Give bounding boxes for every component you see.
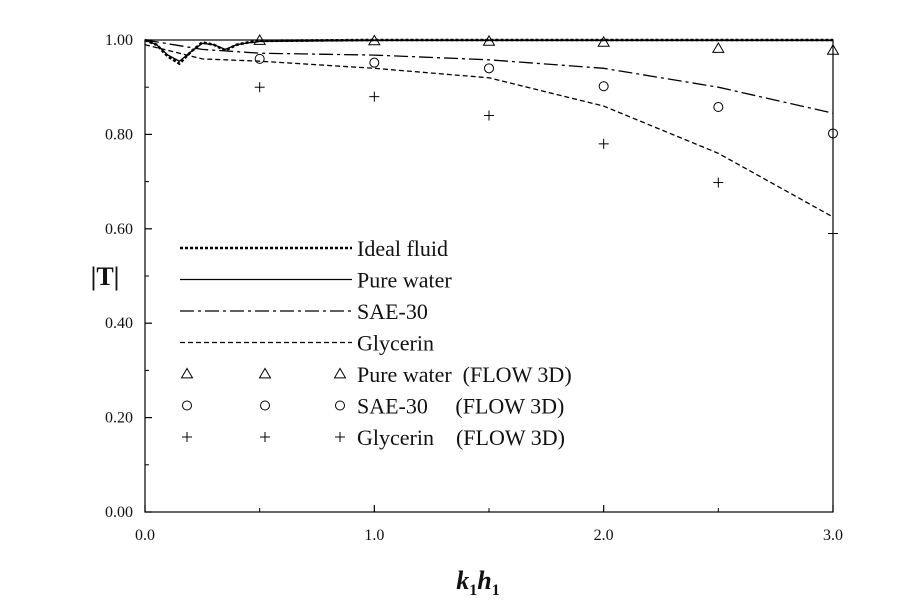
- x-axis-label-k: k: [456, 566, 469, 595]
- legend-marker-sample: [182, 432, 192, 442]
- legend-marker-sample: [335, 400, 345, 411]
- y-tick-label: 0.00: [105, 504, 133, 521]
- x-axis-label-k-sub: 1: [469, 582, 477, 599]
- flow3d-point-pure-water: [482, 34, 496, 46]
- y-tick-label: 0.60: [105, 221, 133, 238]
- series-layer: [144, 38, 834, 218]
- x-tick-label: 2.0: [594, 527, 614, 544]
- x-tick-label: 1.0: [364, 527, 384, 544]
- legend-label: SAE-30: [357, 299, 428, 324]
- flow3d-point-sae-30: [713, 102, 724, 113]
- series-line-glycerin: [144, 44, 834, 218]
- flow3d-point-sae-30: [484, 63, 494, 74]
- flow3d-point-pure-water: [253, 33, 267, 45]
- legend-marker-sample: [260, 400, 270, 411]
- flow3d-point-pure-water: [597, 35, 611, 47]
- series-line-sae-30: [144, 39, 834, 114]
- flow3d-point-glycerin: [598, 138, 609, 149]
- y-tick-label: 0.20: [105, 410, 133, 427]
- legend-marker-sample: [260, 432, 270, 442]
- flow3d-point-pure-water: [826, 43, 840, 55]
- flow3d-point-sae-30: [828, 128, 838, 139]
- y-tick-label: 0.80: [105, 126, 133, 143]
- x-axis-label-h-sub: 1: [492, 582, 500, 599]
- axis-ticks: 0.0 1.0 2.0 3.0 0.00 0.20 0.40 0.60 0.80 1.00: [105, 32, 843, 544]
- legend-label: Glycerin (FLOW 3D): [357, 425, 565, 450]
- y-tick-label: 1.00: [105, 32, 133, 49]
- legend-label: SAE-30 (FLOW 3D): [357, 394, 564, 419]
- x-axis-label-h: h: [477, 566, 491, 595]
- legend-marker-sample: [333, 367, 347, 379]
- flow3d-point-pure-water: [711, 42, 725, 53]
- x-axis-label: k1h1: [456, 566, 499, 599]
- y-tick-label: 0.40: [105, 315, 133, 332]
- legend-marker-sample: [180, 367, 194, 379]
- flow3d-point-sae-30: [369, 57, 380, 68]
- markers-layer: [253, 33, 840, 239]
- series-line-pure-water: [144, 39, 833, 62]
- x-tick-label: 3.0: [823, 527, 843, 544]
- legend-label: Glycerin: [357, 331, 434, 356]
- legend-label: Ideal fluid: [357, 236, 448, 261]
- y-axis-label: |T|: [91, 262, 120, 291]
- legend-marker-sample: [335, 432, 345, 442]
- legend: Ideal fluid Pure water SAE-30 Glycerin Pure …: [180, 236, 572, 450]
- legend-marker-sample: [258, 367, 272, 379]
- legend-label: Pure water (FLOW 3D): [357, 362, 572, 387]
- flow3d-point-pure-water: [367, 34, 381, 46]
- flow3d-point-glycerin: [828, 228, 838, 239]
- flow3d-point-glycerin: [484, 110, 494, 121]
- flow3d-point-sae-30: [598, 81, 609, 92]
- flow3d-point-glycerin: [369, 91, 380, 102]
- legend-label: Pure water: [357, 268, 452, 293]
- x-tick-label: 0.0: [135, 527, 155, 544]
- flow3d-point-glycerin: [713, 177, 724, 188]
- legend-marker-sample: [182, 400, 192, 411]
- flow3d-point-glycerin: [254, 82, 265, 93]
- flow3d-point-sae-30: [254, 53, 265, 64]
